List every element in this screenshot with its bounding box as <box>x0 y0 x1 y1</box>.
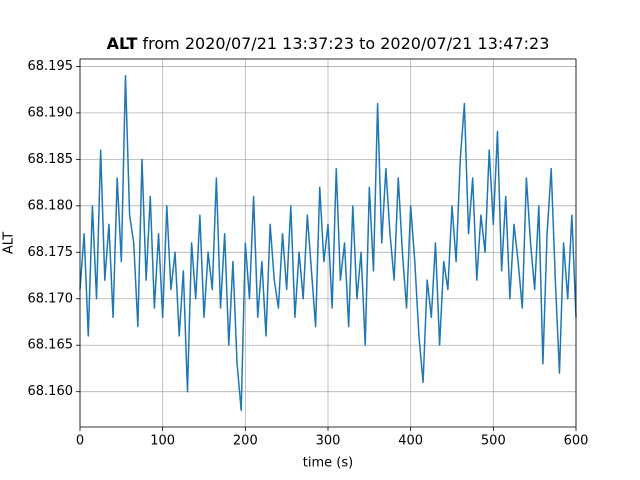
y-tick-label: 68.185 <box>28 152 74 167</box>
y-tick-label: 68.170 <box>28 291 74 306</box>
y-tick-label: 68.165 <box>28 338 74 353</box>
x-tick-label: 600 <box>564 434 589 449</box>
x-tick-label: 200 <box>233 434 258 449</box>
chart-title: ALT from 2020/07/21 13:37:23 to 2020/07/… <box>107 34 550 53</box>
y-axis-label: ALT <box>2 232 17 254</box>
x-tick-label: 500 <box>481 434 506 449</box>
title-text: from 2020/07/21 13:37:23 to 2020/07/21 1… <box>143 34 550 53</box>
data-line <box>79 74 577 412</box>
y-tick-label: 68.160 <box>28 384 74 399</box>
y-tick-label: 68.195 <box>28 59 74 74</box>
x-tick-label: 0 <box>76 434 84 449</box>
y-tick-label: 68.180 <box>28 198 74 213</box>
y-tick-label: 68.175 <box>28 245 74 260</box>
x-tick-label: 100 <box>150 434 175 449</box>
y-tick-label: 68.190 <box>28 105 74 120</box>
x-tick-label: 300 <box>316 434 341 449</box>
title-variable: ALT <box>107 34 138 53</box>
plot-frame <box>79 58 577 428</box>
x-tick-label: 400 <box>398 434 423 449</box>
x-axis-label: time (s) <box>303 456 353 471</box>
